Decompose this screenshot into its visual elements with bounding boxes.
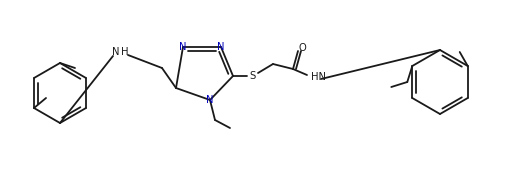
Text: H: H	[121, 47, 129, 57]
Text: N: N	[206, 95, 214, 105]
Text: O: O	[298, 43, 306, 53]
Text: S: S	[249, 71, 255, 81]
Text: HN: HN	[311, 72, 326, 82]
Text: N: N	[217, 42, 225, 52]
Text: N: N	[112, 47, 120, 57]
Text: N: N	[179, 42, 187, 52]
